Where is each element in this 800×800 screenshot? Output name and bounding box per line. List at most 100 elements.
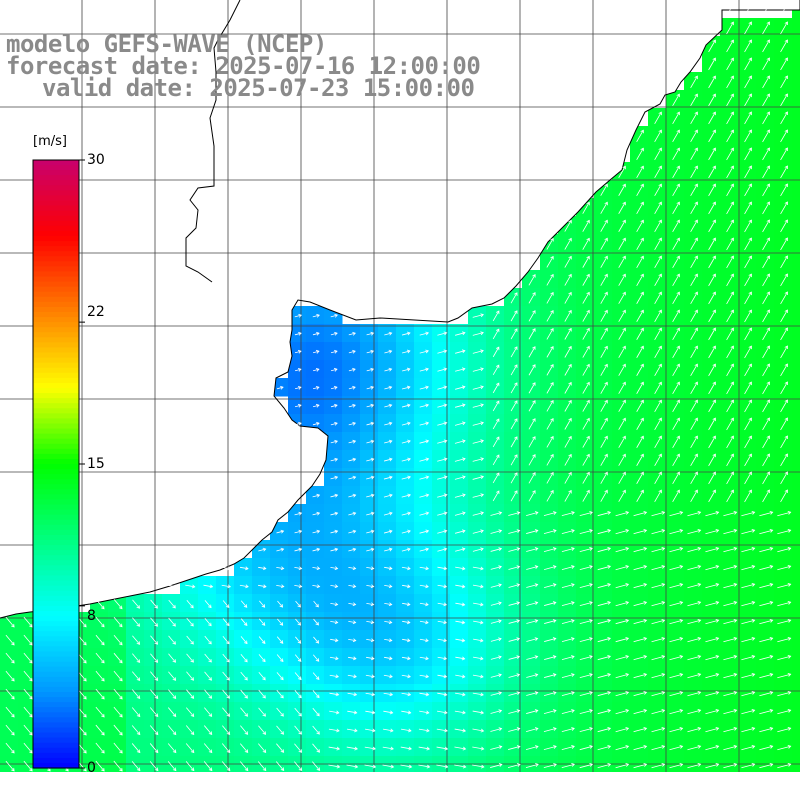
wind-speed-cell	[360, 342, 379, 361]
wind-speed-cell	[612, 180, 631, 199]
wind-speed-cell	[756, 468, 775, 487]
wind-speed-cell	[324, 396, 343, 415]
wind-arrow	[492, 490, 500, 502]
wind-arrow	[597, 763, 612, 769]
wind-speed-cell	[702, 126, 721, 145]
wind-arrow	[546, 345, 554, 358]
wind-arrow	[437, 475, 448, 480]
colorbar-segment	[33, 575, 79, 582]
wind-arrow	[780, 417, 788, 431]
wind-arrow	[528, 490, 536, 502]
wind-arrow	[777, 726, 792, 733]
wind-arrow	[312, 529, 321, 534]
wind-speed-cell	[684, 666, 703, 685]
wind-speed-cell	[342, 504, 361, 523]
wind-speed-cell	[270, 576, 289, 595]
wind-speed-cell	[486, 702, 505, 721]
colorbar-segment	[33, 626, 79, 632]
wind-speed-cell	[594, 486, 613, 505]
wind-speed-cell	[378, 666, 397, 685]
wind-arrow	[419, 620, 429, 625]
wind-speed-cell	[684, 576, 703, 595]
wind-speed-cell	[522, 522, 541, 541]
wind-arrow	[654, 489, 662, 502]
wind-arrow	[777, 510, 792, 517]
wind-speed-cell	[504, 432, 523, 451]
wind-speed-cell	[198, 576, 217, 595]
wind-arrow	[131, 743, 141, 754]
wind-speed-cell	[702, 324, 721, 343]
wind-arrow	[419, 511, 430, 516]
wind-arrow	[741, 528, 756, 535]
wind-speed-cell	[576, 774, 595, 793]
colorbar-segment	[33, 585, 79, 592]
wind-arrow	[579, 637, 593, 643]
wind-speed-cell	[522, 558, 541, 577]
wind-arrow	[528, 364, 536, 376]
wind-arrow	[597, 673, 611, 679]
colorbar-segment	[33, 418, 79, 425]
wind-arrow	[741, 564, 756, 571]
wind-speed-cell	[288, 522, 307, 541]
wind-speed-cell	[378, 486, 397, 505]
wind-speed-cell	[756, 216, 775, 235]
wind-speed-cell	[648, 450, 667, 469]
wind-speed-cell	[540, 576, 559, 595]
wind-speed-cell	[504, 486, 523, 505]
wind-arrow	[330, 602, 339, 607]
wind-arrow	[437, 547, 448, 552]
wind-arrow	[259, 600, 266, 608]
wind-speed-cell	[540, 558, 559, 577]
wind-arrow	[401, 403, 411, 408]
wind-arrow	[654, 147, 662, 161]
wind-arrow	[383, 493, 393, 498]
wind-arrow	[312, 385, 320, 390]
wind-arrow	[600, 219, 608, 232]
wind-arrow	[95, 688, 105, 700]
wind-speed-cell	[792, 234, 800, 253]
wind-arrow	[654, 435, 662, 448]
wind-speed-cell	[306, 522, 325, 541]
wind-arrow	[633, 547, 648, 553]
wind-arrow	[690, 381, 698, 395]
wind-speed-cell	[378, 738, 397, 757]
wind-speed-cell	[666, 684, 685, 703]
wind-arrow	[150, 635, 159, 645]
wind-speed-cell	[684, 306, 703, 325]
wind-arrow	[276, 707, 284, 717]
wind-speed-cell	[378, 504, 397, 523]
wind-speed-cell	[144, 774, 163, 793]
wind-speed-cell	[126, 774, 145, 793]
wind-speed-cell	[414, 720, 433, 739]
wind-arrow	[723, 528, 738, 535]
wind-speed-cell	[594, 198, 613, 217]
wind-speed-cell	[522, 270, 541, 289]
wind-arrow	[762, 453, 770, 467]
wind-arrow	[687, 690, 702, 697]
wind-speed-cell	[756, 324, 775, 343]
wind-speed-cell	[486, 306, 505, 325]
wind-arrow	[401, 331, 411, 336]
wind-speed-cell	[540, 252, 559, 271]
wind-arrow	[651, 510, 666, 517]
wind-arrow	[615, 691, 630, 697]
wind-speed-cell	[594, 396, 613, 415]
wind-arrow	[618, 219, 626, 232]
wind-speed-cell	[702, 360, 721, 379]
wind-arrow	[546, 399, 554, 412]
wind-speed-cell	[720, 522, 739, 541]
wind-arrow	[744, 57, 752, 71]
wind-speed-cell	[522, 432, 541, 451]
wind-arrow	[437, 674, 448, 679]
wind-speed-cell	[504, 594, 523, 613]
colorbar-segment	[33, 590, 79, 597]
wind-speed-cell	[468, 522, 487, 541]
wind-speed-cell	[756, 252, 775, 271]
wind-arrow	[759, 600, 774, 607]
colorbar-segment	[33, 210, 79, 217]
colorbar-segment	[33, 656, 79, 663]
wind-speed-cell	[558, 252, 577, 271]
wind-arrow	[490, 673, 502, 678]
wind-speed-cell	[756, 648, 775, 667]
wind-arrow	[669, 636, 684, 643]
